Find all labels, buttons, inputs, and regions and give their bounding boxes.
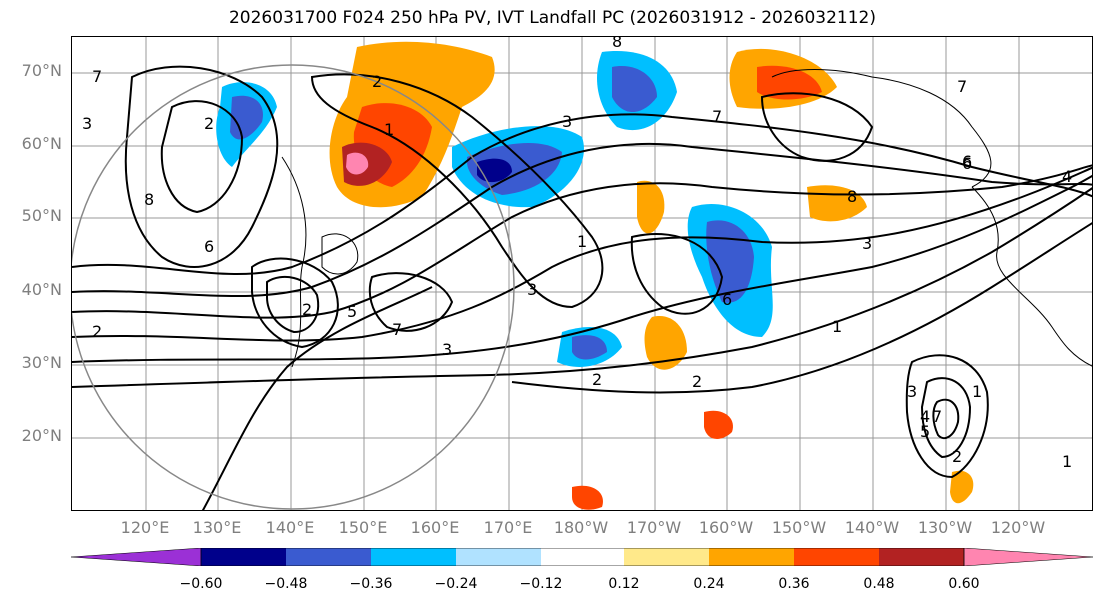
positive-anomaly-region — [757, 65, 822, 100]
range-ring — [72, 64, 515, 510]
colorbar-segment — [456, 548, 541, 566]
lon-label-170e: 170°E — [483, 518, 533, 537]
plot-title: 2026031700 F024 250 hPa PV, IVT Landfall… — [228, 8, 876, 28]
positive-anomaly-region — [950, 470, 974, 504]
contour-label: 2 — [204, 114, 214, 133]
contour-label: 1 — [832, 317, 842, 336]
contour-label: 1 — [384, 120, 394, 139]
contour-label: 8 — [847, 187, 857, 206]
contour-label: 2 — [592, 370, 602, 389]
positive-anomaly-region — [346, 152, 369, 175]
lon-label-130w: 130°W — [917, 518, 973, 537]
contour-label: 1 — [972, 382, 982, 401]
colorbar-tick: −0.12 — [519, 576, 563, 592]
lon-label-180w: 180°W — [553, 518, 609, 537]
lat-label-60n: 60°N — [21, 134, 62, 153]
lon-label-120w: 120°W — [990, 518, 1046, 537]
contour-label: 6 — [962, 154, 972, 173]
contour-label: 8 — [144, 190, 154, 209]
coastlines — [281, 69, 1092, 368]
contour-label: 3 — [82, 114, 92, 133]
contour-label: 3 — [442, 340, 452, 359]
contour-label: 7 — [932, 407, 942, 426]
colorbar-tick: −0.60 — [179, 576, 223, 592]
negative-anomaly-region — [477, 158, 512, 183]
contour-label: 7 — [712, 107, 722, 126]
colorbar-segment — [879, 548, 964, 566]
ivt-shading — [216, 41, 974, 510]
lon-label-170w: 170°W — [626, 518, 682, 537]
contour-label: 5 — [920, 422, 930, 441]
contour-label: 1 — [1062, 452, 1072, 471]
negative-anomaly-region — [572, 335, 607, 360]
lon-label-150w: 150°W — [771, 518, 827, 537]
contour-label: 3 — [862, 234, 872, 253]
contour-label: 8 — [612, 37, 622, 51]
lon-label-120e: 120°E — [120, 518, 170, 537]
negative-anomaly-region — [706, 220, 754, 303]
contour-label: 7 — [92, 67, 102, 86]
colorbar-tick: −0.24 — [434, 576, 478, 592]
lon-label-140e: 140°E — [265, 518, 315, 537]
positive-anomaly-region — [644, 316, 687, 370]
contour-label: 4 — [920, 407, 930, 426]
positive-anomaly-region — [704, 410, 733, 439]
lon-label-150e: 150°E — [338, 518, 388, 537]
colorbar-segment — [624, 548, 709, 566]
contour-label: 2 — [302, 300, 312, 319]
contour-label: 5 — [347, 302, 357, 321]
colorbar-tick: −0.36 — [349, 576, 393, 592]
negative-anomaly-region — [230, 95, 263, 140]
lon-label-160e: 160°E — [410, 518, 460, 537]
lon-label-140w: 140°W — [844, 518, 900, 537]
colorbar-tick: −0.48 — [264, 576, 308, 592]
contour-label: 2 — [692, 372, 702, 391]
colorbar — [71, 548, 1093, 566]
contour-label: 7 — [957, 77, 967, 96]
colorbar-tick: 0.12 — [608, 576, 640, 592]
colorbar-tick: 0.48 — [863, 576, 895, 592]
positive-anomaly-region — [572, 485, 603, 510]
colorbar-tick: 0.36 — [778, 576, 810, 592]
lat-label-20n: 20°N — [21, 426, 62, 445]
lat-label-30n: 30°N — [21, 353, 62, 372]
colorbar-segment — [286, 548, 371, 566]
contour-label-group: 7 2 3 1 8 6 2 3 8 7 6 2 5 7 3 1 3 2 2 6 … — [82, 37, 1072, 471]
positive-anomaly-region — [807, 185, 867, 222]
contour-label: 2 — [952, 447, 962, 466]
negative-anomaly-region — [612, 66, 657, 112]
map-canvas: 7 2 3 1 8 6 2 3 8 7 6 2 5 7 3 1 3 2 2 6 … — [72, 37, 1092, 510]
contour-label: 3 — [527, 280, 537, 299]
colorbar-segment — [201, 548, 286, 566]
contour-label: 6 — [722, 290, 732, 309]
contour-label: 6 — [962, 152, 972, 171]
contour-label: 1 — [577, 232, 587, 251]
lon-label-130e: 130°E — [192, 518, 242, 537]
contour-label: 2 — [372, 72, 382, 91]
contour-label: 4 — [1062, 167, 1072, 186]
lat-label-40n: 40°N — [21, 280, 62, 299]
colorbar-segment — [709, 548, 794, 566]
contour-label: 6 — [204, 237, 214, 256]
contour-label: 3 — [562, 112, 572, 131]
lat-label-70n: 70°N — [21, 61, 62, 80]
contour-label: 7 — [392, 320, 402, 339]
colorbar-tick: 0.24 — [693, 576, 725, 592]
lat-label-50n: 50°N — [21, 206, 62, 225]
colorbar-segment — [794, 548, 879, 566]
contour-label: 2 — [92, 322, 102, 341]
positive-anomaly-region — [637, 180, 665, 234]
contour-label: 3 — [907, 382, 917, 401]
colorbar-tick: 0.60 — [948, 576, 980, 592]
lon-label-160w: 160°W — [698, 518, 754, 537]
colorbar-segment — [371, 548, 456, 566]
pv-contours — [72, 65, 1092, 510]
colorbar-extend-low — [71, 548, 202, 566]
colorbar-extend-high — [963, 548, 1093, 566]
map-panel: 7 2 3 1 8 6 2 3 8 7 6 2 5 7 3 1 3 2 2 6 … — [71, 36, 1093, 511]
colorbar-segment — [541, 548, 624, 566]
